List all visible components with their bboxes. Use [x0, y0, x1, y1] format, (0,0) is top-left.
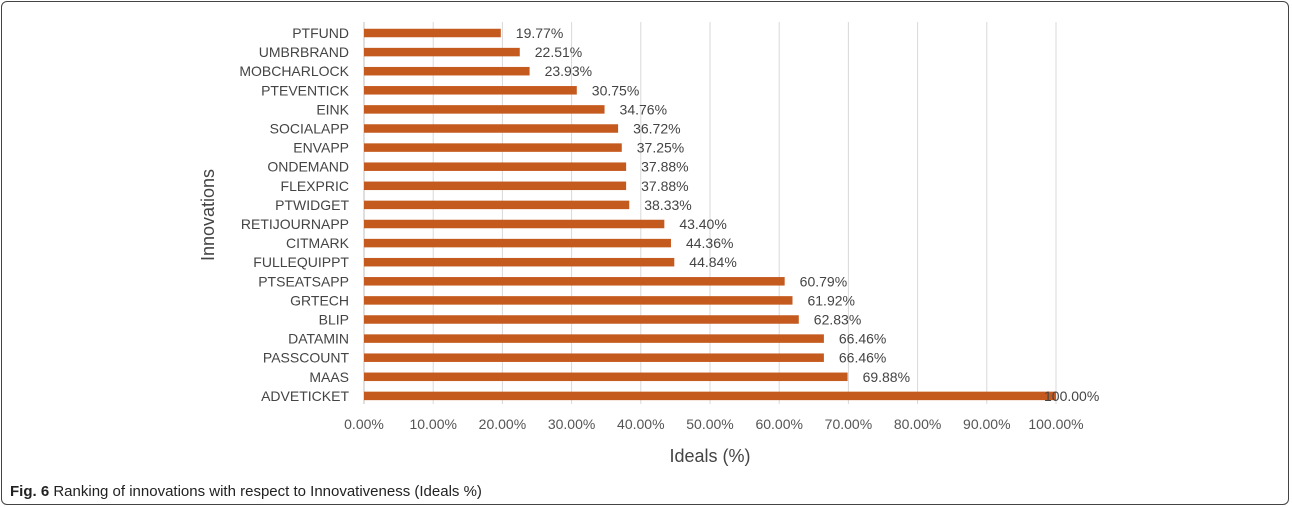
category-label: UMBRBRAND [259, 44, 349, 60]
bar [364, 334, 824, 343]
bar [364, 47, 520, 57]
value-label: 19.77% [516, 25, 563, 41]
x-tick-label: 10.00% [409, 416, 456, 432]
category-label: ADVETICKET [261, 388, 349, 404]
bar [364, 219, 665, 229]
value-label: 44.84% [689, 254, 736, 270]
bar [364, 28, 501, 38]
category-label: FLEXPRIC [281, 178, 349, 194]
x-tick-label: 80.00% [894, 416, 941, 432]
value-label: 38.33% [644, 197, 691, 213]
bar [364, 315, 799, 324]
value-label: 43.40% [679, 216, 726, 232]
value-label: 30.75% [592, 82, 639, 98]
category-label: CITMARK [286, 235, 350, 251]
bar [364, 105, 605, 114]
category-label: FULLEQUIPPT [253, 254, 349, 270]
value-label: 61.92% [807, 292, 854, 308]
x-tick-label: 20.00% [479, 416, 526, 432]
bar [364, 277, 785, 286]
value-label: 60.79% [800, 273, 847, 289]
category-labels: PTFUND UMBRBRAND MOBCHARLOCK PTEVENTICK EINK… [239, 25, 349, 404]
value-label: 100.00% [1044, 388, 1099, 404]
gridlines [363, 22, 1057, 404]
value-label: 66.46% [839, 331, 886, 347]
category-label: ONDEMAND [267, 159, 349, 175]
bar [364, 238, 671, 248]
bar [364, 296, 793, 305]
x-axis-label: Ideals (%) [669, 446, 750, 466]
bar [364, 86, 577, 95]
category-label: BLIP [319, 312, 349, 328]
bar [364, 162, 627, 171]
category-label: MAAS [309, 369, 349, 385]
bars [364, 28, 1056, 401]
value-label: 69.88% [863, 369, 910, 385]
figure-caption: Fig. 6 Ranking of innovations with respe… [10, 483, 482, 500]
x-tick-label: 70.00% [825, 416, 872, 432]
bar [364, 143, 622, 152]
category-label: RETIJOURNAPP [241, 216, 349, 232]
bar-chart: PTFUND UMBRBRAND MOBCHARLOCK PTEVENTICK EINK… [198, 22, 1099, 466]
y-axis-label: Innovations [198, 169, 218, 261]
caption-label: Fig. 6 [10, 483, 50, 500]
value-labels: 19.77% 22.51% 23.93%30.75% 34.76% 36.72% 37.2… [516, 25, 1099, 404]
value-label: 37.88% [641, 178, 688, 194]
value-label: 23.93% [545, 63, 592, 79]
category-label: MOBCHARLOCK [239, 63, 349, 79]
category-label: DATAMIN [288, 331, 349, 347]
value-label: 62.83% [814, 312, 861, 328]
value-label: 37.88% [641, 159, 688, 175]
category-label: PTFUND [292, 25, 349, 41]
category-label: ENVAPP [293, 140, 349, 156]
bar [364, 353, 824, 362]
bar [364, 66, 530, 76]
caption-text: Ranking of innovations with respect to I… [49, 483, 482, 500]
category-label: PTWIDGET [275, 197, 349, 213]
x-tick-label: 60.00% [755, 416, 802, 432]
bar [364, 181, 627, 191]
bar [364, 372, 848, 382]
category-label: SOCIALAPP [270, 121, 349, 137]
category-label: PASSCOUNT [263, 350, 350, 366]
x-tick-label: 40.00% [617, 416, 664, 432]
x-tick-labels: 0.00% 10.00% 20.00% 30.00% 40.00% 50.00% 60.00… [344, 416, 1083, 432]
bar [364, 391, 1056, 401]
category-label: GRTECH [290, 292, 349, 308]
value-label: 36.72% [633, 121, 680, 137]
category-label: EINK [316, 101, 349, 117]
value-label: 66.46% [839, 350, 886, 366]
bar [364, 200, 630, 210]
category-label: PTSEATSAPP [258, 273, 349, 289]
bar [364, 257, 675, 267]
x-tick-label: 100.00% [1028, 416, 1083, 432]
x-tick-label: 90.00% [963, 416, 1010, 432]
value-label: 44.36% [686, 235, 733, 251]
value-label: 34.76% [620, 101, 667, 117]
x-tick-label: 0.00% [344, 416, 384, 432]
value-label: 37.25% [637, 140, 684, 156]
value-label: 22.51% [535, 44, 582, 60]
bar [364, 124, 619, 133]
x-tick-label: 50.00% [686, 416, 733, 432]
category-label: PTEVENTICK [261, 82, 350, 98]
x-tick-label: 30.00% [548, 416, 595, 432]
